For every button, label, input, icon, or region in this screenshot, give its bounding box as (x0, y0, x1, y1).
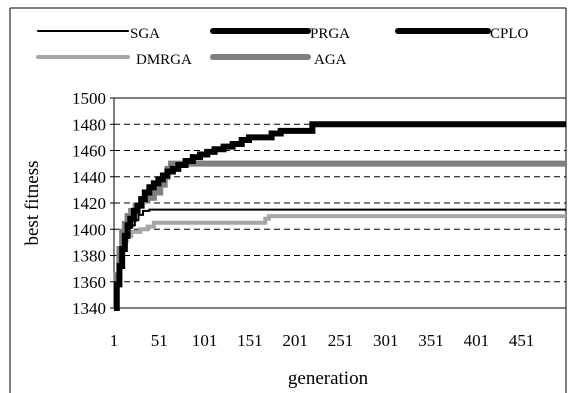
y-tick-label: 1340 (72, 299, 106, 318)
x-tick-label: 201 (282, 331, 308, 350)
x-tick-label: 1 (110, 331, 119, 350)
series-line-aga (113, 160, 566, 311)
y-tick-label: 1420 (72, 194, 106, 213)
y-tick-label: 1440 (72, 168, 106, 187)
legend-label-dmrga: DMRGA (136, 52, 192, 68)
y-tick-label: 1380 (72, 247, 106, 266)
y-axis-label: best fitness (22, 161, 43, 246)
series-line-prga (113, 121, 566, 311)
y-tick-label: 1480 (72, 115, 106, 134)
legend-label-cplo: CPLO (490, 26, 529, 42)
y-tick-label: 1360 (72, 273, 106, 292)
x-tick-label: 351 (418, 331, 444, 350)
series-line-dmrga (114, 214, 566, 310)
x-tick-label: 251 (328, 331, 354, 350)
x-tick-label: 101 (192, 331, 218, 350)
y-tick-label: 1400 (72, 220, 106, 239)
y-tick-label: 1460 (72, 142, 106, 161)
x-axis-label: generation (288, 368, 369, 389)
x-tick-label: 451 (509, 331, 535, 350)
x-tick-label: 151 (237, 331, 263, 350)
legend-label-aga: AGA (314, 52, 347, 68)
legend-label-prga: PRGA (310, 26, 350, 42)
legend-label-sga: SGA (130, 26, 160, 42)
x-tick-label: 301 (373, 331, 399, 350)
y-tick-label: 1500 (72, 89, 106, 108)
x-tick-label: 401 (464, 331, 490, 350)
x-tick-label: 51 (151, 331, 168, 350)
